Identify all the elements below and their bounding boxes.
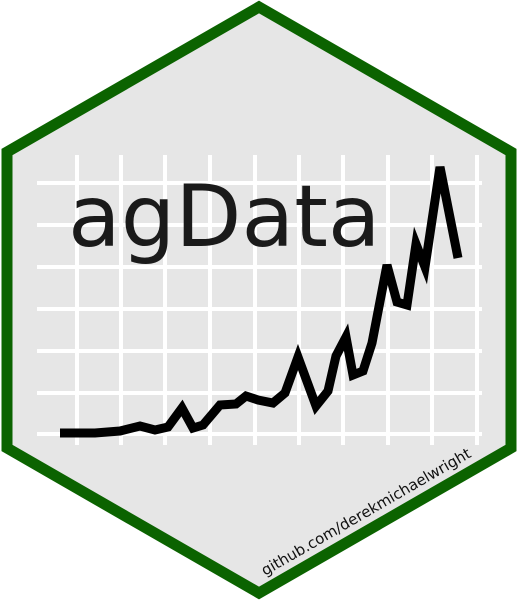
trend-line	[60, 166, 463, 438]
logo-title: agData	[68, 167, 381, 267]
hexagon-background	[7, 7, 511, 593]
